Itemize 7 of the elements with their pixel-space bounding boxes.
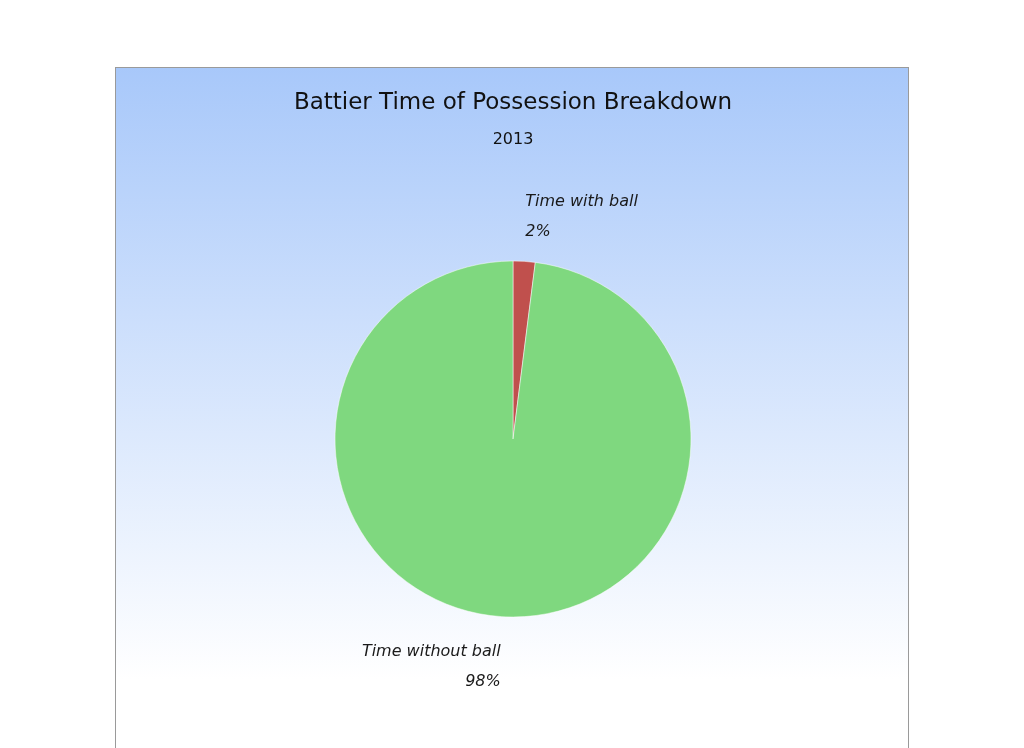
chart-title: Battier Time of Possession Breakdown: [293, 88, 733, 114]
slice-label: Time without ball: [361, 641, 502, 661]
chart-subtitle: 2013: [492, 129, 534, 148]
slice-label: Time with ball: [525, 190, 639, 210]
data-label: 98%: [465, 671, 501, 691]
pie-slice: [334, 260, 692, 617]
data-label: 2%: [525, 220, 551, 240]
